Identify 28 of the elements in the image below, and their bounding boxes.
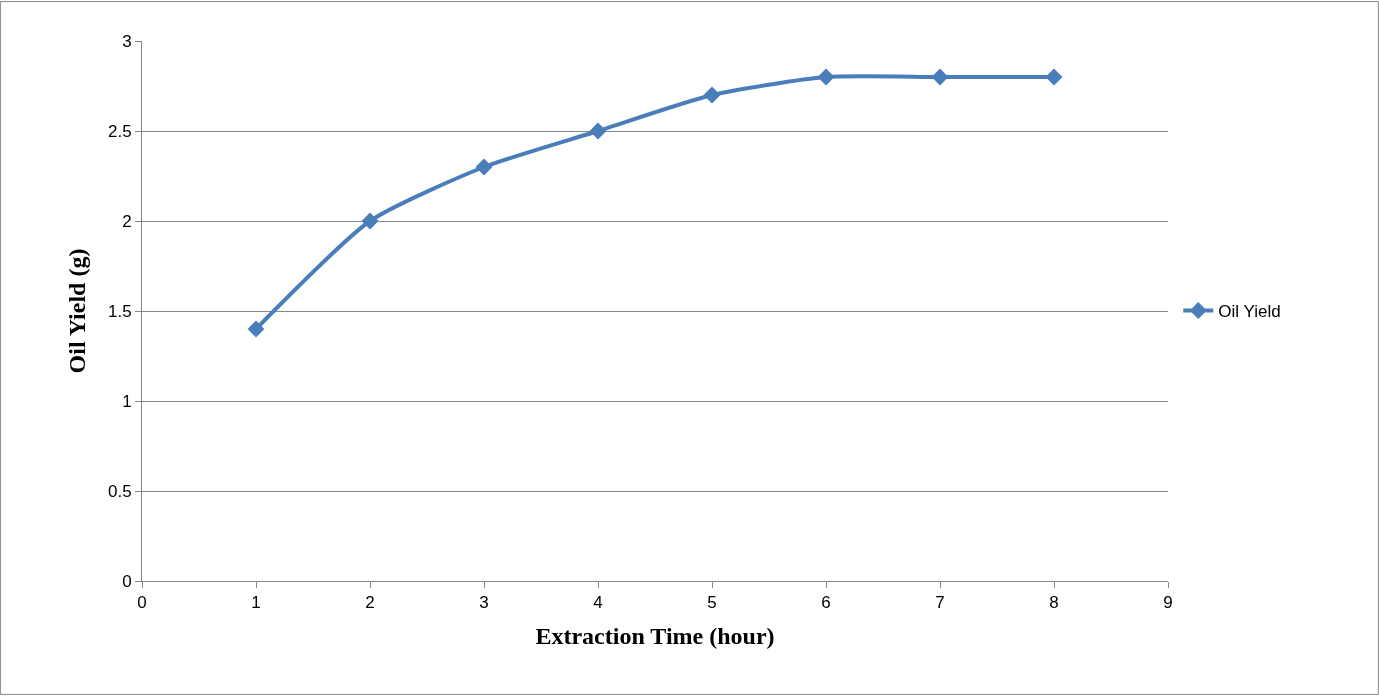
y-tick-label: 2.5 [107,121,132,141]
point [1045,68,1063,86]
x-tick-label: 1 [251,593,261,613]
y-tick-label: 0 [122,571,132,591]
point [931,68,949,86]
x-tick-label: 6 [821,593,831,613]
y-axis-title: Oil Yield (g) [64,248,91,374]
x-tick-label: 8 [1049,593,1059,613]
point [247,320,265,338]
point [817,68,835,86]
x-tick-label: 4 [593,593,603,613]
x-axis-title: Extraction Time (hour) [535,622,775,649]
point [361,212,379,230]
y-tick-label: 0.5 [107,481,132,501]
x-tick-label: 3 [479,593,489,613]
point [589,122,607,140]
x-tick-label: 7 [935,593,945,613]
y-tick-label: 3 [122,31,132,51]
x-tick-label: 9 [1163,593,1173,613]
y-tick-label: 2 [122,211,132,231]
x-tick-label: 2 [365,593,375,613]
point [703,86,721,104]
x-tick-label: 5 [707,593,717,613]
x-tick-label: 0 [137,593,147,613]
y-tick-label: 1.5 [107,301,132,321]
point [475,158,493,176]
y-tick-label: 1 [122,391,132,411]
legend-label: Oil Yield [1218,302,1281,322]
